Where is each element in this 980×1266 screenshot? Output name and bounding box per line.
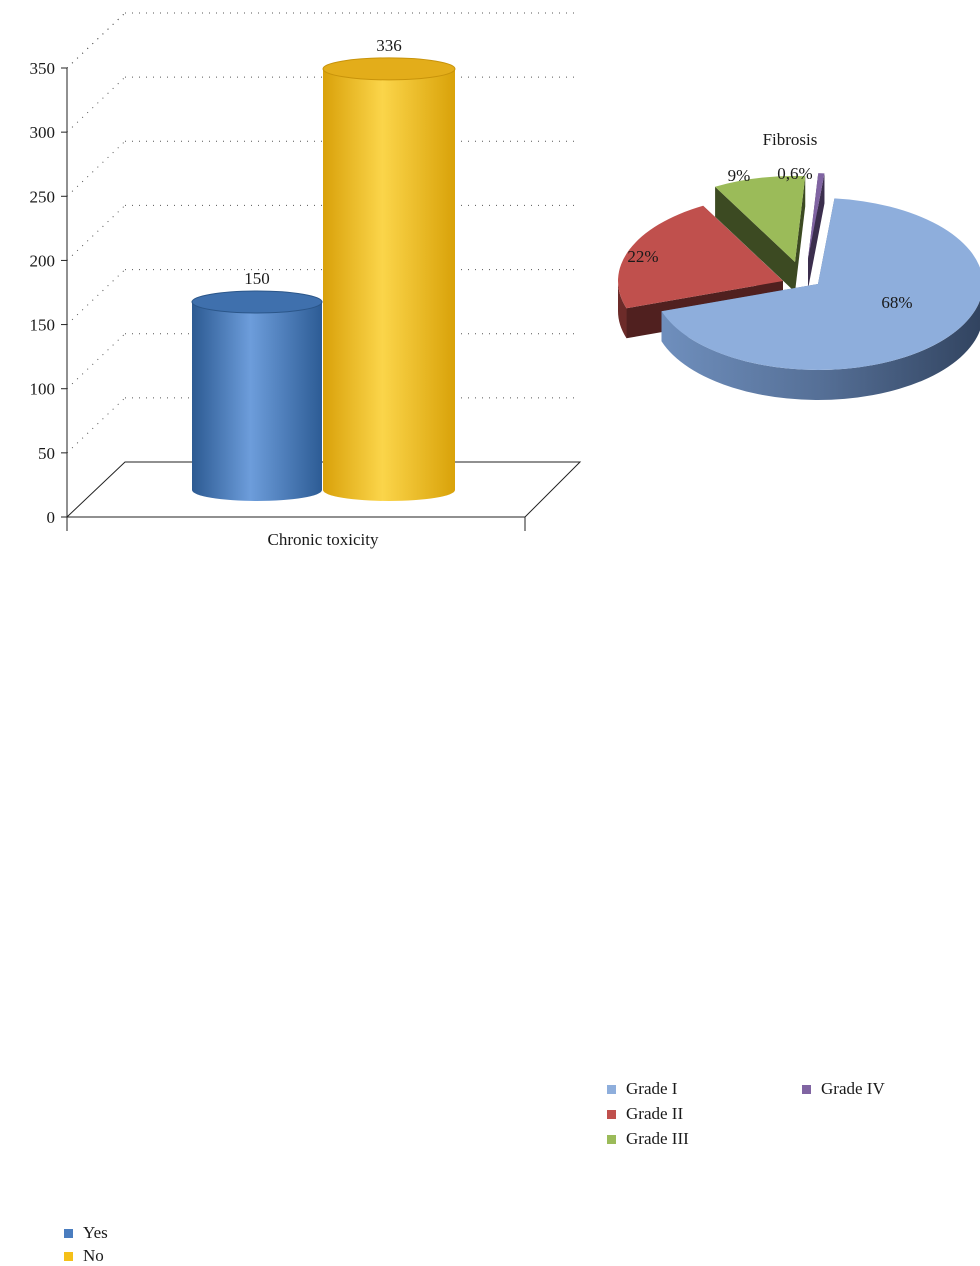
pie-rim	[661, 300, 980, 400]
legend-label-yes: Yes	[83, 1223, 108, 1242]
grid-side-line	[66, 76, 126, 133]
y-tick-label: 100	[30, 380, 56, 399]
bar-value-label-no: 336	[376, 36, 402, 55]
y-tick-label: 200	[30, 251, 56, 270]
pie-top-face	[808, 173, 825, 259]
pie-slice-grade-iii	[715, 176, 806, 292]
x-category-label: Chronic toxicity	[268, 530, 379, 549]
grid-side-line	[66, 12, 126, 69]
y-tick-label: 300	[30, 123, 56, 142]
bar-yes	[192, 302, 322, 501]
grid-side-line	[66, 269, 126, 325]
pie-slice-grade-i	[661, 198, 980, 400]
pie-label-grade-i: 68%	[881, 293, 912, 312]
pie-label-grade-iii: 9%	[728, 166, 751, 185]
pie-top-face	[618, 205, 783, 309]
y-tick-label: 350	[30, 59, 56, 78]
legend-swatch-grade-iv	[802, 1084, 811, 1094]
chart-canvas: 0 50 100 150 200 250 300 350 Chronic toxicity 150…	[30, 12, 980, 1265]
grid-side-line	[66, 333, 126, 390]
legend-item-grade-ii: Grade II	[607, 1103, 683, 1125]
legend-item-grade-i: Grade I	[607, 1078, 677, 1100]
legend-swatch-no	[64, 1251, 73, 1261]
y-tick-label: 150	[30, 316, 56, 335]
pie-side-wall	[808, 173, 825, 289]
bar-top-yes	[191, 290, 323, 314]
legend-swatch-grade-i	[607, 1084, 616, 1094]
pie-top-face	[661, 198, 980, 370]
bar-top-no	[322, 57, 456, 81]
legend-item-no: No	[64, 1245, 104, 1266]
legend-label-no: No	[83, 1246, 104, 1265]
bar-chart: 0 50 100 150 200 250 300 350 Chronic toxicity 150…	[30, 12, 582, 549]
legend-label-grade-i: Grade I	[626, 1079, 678, 1098]
legend-label-grade-ii: Grade II	[626, 1104, 684, 1123]
pie-side-wall	[715, 186, 795, 292]
legend-item-grade-iii: Grade III	[607, 1128, 689, 1150]
pie-label-grade-iv: 0,6%	[777, 164, 812, 183]
bar-value-label-yes: 150	[244, 269, 270, 288]
bar-no	[323, 68, 455, 501]
legend-swatch-grade-iii	[607, 1134, 616, 1144]
chart-svg: 0 50 100 150 200 250 300 350 Chronic toxicity 150…	[30, 12, 980, 549]
pie-top-face	[715, 176, 806, 262]
y-tick-label: 0	[47, 508, 56, 527]
grid-side-line	[66, 397, 126, 454]
pie-rim	[618, 281, 627, 339]
grid-side-line	[66, 205, 126, 261]
legend-item-yes: Yes	[64, 1222, 108, 1244]
legend-swatch-yes	[64, 1228, 73, 1238]
legend-label-grade-iii: Grade III	[626, 1129, 689, 1148]
grid-side-line	[66, 12, 126, 69]
pie-title: Fibrosis	[763, 130, 818, 149]
pie-slice-grade-iv	[808, 173, 825, 289]
pie-label-grade-ii: 22%	[627, 247, 658, 266]
y-tick-label: 50	[38, 444, 55, 463]
y-tick-label: 250	[30, 187, 56, 206]
grid-side-line	[66, 140, 126, 197]
legend-swatch-grade-ii	[607, 1109, 616, 1119]
legend-label-grade-iv: Grade IV	[821, 1079, 885, 1098]
pie-side-wall	[795, 176, 806, 292]
floor-outline	[65, 461, 582, 518]
legend-item-grade-iv: Grade IV	[802, 1078, 885, 1100]
pie-chart: Fibrosis 68% 22% 9% 0,6%	[618, 130, 980, 400]
